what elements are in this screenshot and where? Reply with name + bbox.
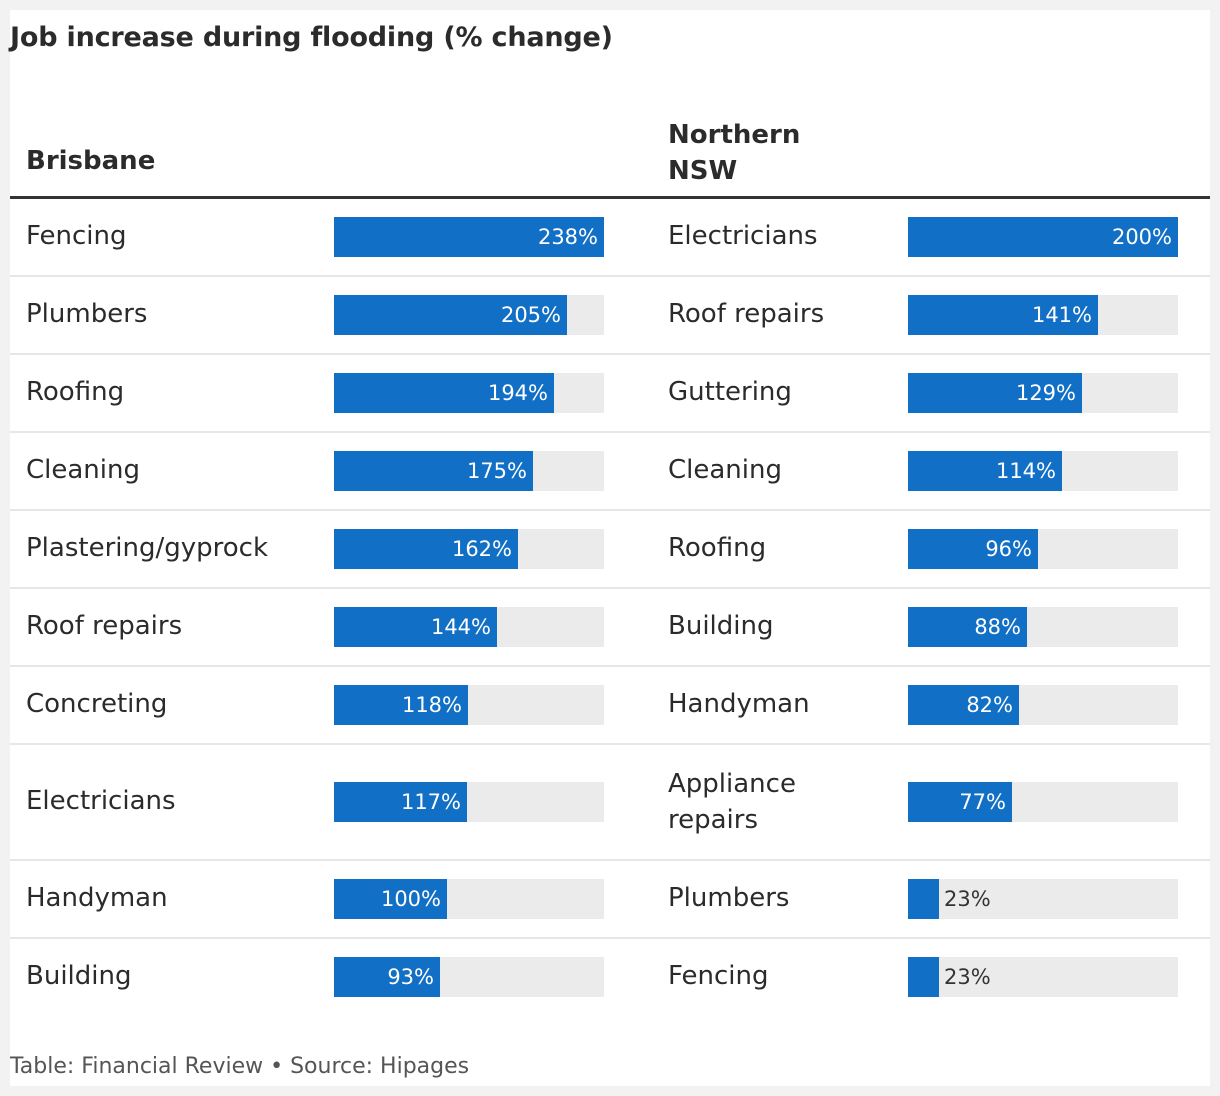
nsw-category-label: Fencing — [668, 961, 769, 991]
nsw-category-label: Roofing — [668, 533, 767, 563]
chart-card: Job increase during flooding (% change) … — [10, 10, 1210, 1086]
table-row: Plumbers 205% Roof repairs 141% — [10, 277, 1210, 355]
nsw-bar — [908, 782, 1012, 822]
brisbane-bar — [334, 782, 467, 822]
header-divider — [10, 196, 1210, 199]
nsw-bar — [908, 451, 1062, 491]
nsw-bar-value: 141% — [1031, 303, 1092, 327]
nsw-bar-track: 129% — [908, 373, 1178, 413]
chart-title: Job increase during flooding (% change) — [10, 22, 613, 53]
nsw-category-label: Building — [668, 611, 774, 641]
nsw-bar — [908, 879, 939, 919]
brisbane-bar-value: 175% — [466, 459, 527, 483]
brisbane-bar-track: 144% — [334, 607, 604, 647]
table-row: Roofing 194% Guttering 129% — [10, 355, 1210, 433]
column-header-brisbane: Brisbane — [26, 146, 156, 176]
brisbane-category-label: Roof repairs — [26, 611, 183, 641]
table-row: Cleaning 175% Cleaning 114% — [10, 433, 1210, 511]
brisbane-category-label: Plumbers — [26, 299, 148, 329]
nsw-bar-value: 114% — [995, 459, 1056, 483]
nsw-bar-value: 88% — [974, 615, 1021, 639]
nsw-category-label: Handyman — [668, 689, 810, 719]
nsw-bar-track: 77% — [908, 782, 1178, 822]
nsw-bar-track: 88% — [908, 607, 1178, 647]
table-row: Handyman 100% Plumbers 23% — [10, 861, 1210, 939]
column-header-northern-nsw: Northern NSW — [668, 120, 801, 186]
brisbane-bar-value: 117% — [400, 790, 461, 814]
brisbane-bar-value: 100% — [380, 887, 441, 911]
nsw-category-label: Appliance repairs — [668, 769, 796, 835]
table-row: Fencing 238% Electricians 200% — [10, 199, 1210, 277]
table-row: Building 93% Fencing 23% — [10, 939, 1210, 1015]
brisbane-category-label: Handyman — [26, 883, 168, 913]
brisbane-bar — [334, 373, 554, 413]
nsw-category-label: Plumbers — [668, 883, 790, 913]
brisbane-bar-track: 175% — [334, 451, 604, 491]
table-row: Plastering/gyprock 162% Roofing 96% — [10, 511, 1210, 589]
brisbane-bar-track: 100% — [334, 879, 604, 919]
nsw-bar-track: 114% — [908, 451, 1178, 491]
brisbane-bar-track: 205% — [334, 295, 604, 335]
brisbane-bar-track: 194% — [334, 373, 604, 413]
brisbane-bar-value: 93% — [387, 965, 434, 989]
brisbane-category-label: Concreting — [26, 689, 168, 719]
brisbane-bar — [334, 685, 468, 725]
brisbane-bar-value: 144% — [430, 615, 491, 639]
nsw-bar — [908, 295, 1098, 335]
nsw-category-label: Guttering — [668, 377, 792, 407]
source-note: Table: Financial Review • Source: Hipage… — [10, 1054, 470, 1079]
brisbane-bar — [334, 451, 533, 491]
brisbane-bar-value: 162% — [451, 537, 512, 561]
nsw-category-label: Roof repairs — [668, 299, 825, 329]
brisbane-bar-track: 238% — [334, 217, 604, 257]
brisbane-category-label: Plastering/gyprock — [26, 533, 268, 563]
nsw-bar-track: 23% — [908, 957, 1178, 997]
brisbane-category-label: Roofing — [26, 377, 125, 407]
nsw-category-label: Electricians — [668, 221, 818, 251]
brisbane-bar-value: 205% — [500, 303, 561, 327]
brisbane-bar-value: 238% — [537, 225, 598, 249]
nsw-bar-track: 141% — [908, 295, 1178, 335]
nsw-bar-value: 82% — [966, 693, 1013, 717]
nsw-category-label: Cleaning — [668, 455, 782, 485]
brisbane-bar — [334, 217, 604, 257]
nsw-bar — [908, 373, 1082, 413]
nsw-bar-value: 23% — [944, 887, 991, 911]
nsw-bar-track: 96% — [908, 529, 1178, 569]
brisbane-category-label: Building — [26, 961, 132, 991]
brisbane-bar — [334, 295, 567, 335]
nsw-bar-value: 96% — [985, 537, 1032, 561]
nsw-bar — [908, 607, 1027, 647]
nsw-bar — [908, 529, 1038, 569]
brisbane-bar — [334, 529, 518, 569]
nsw-bar — [908, 685, 1019, 725]
brisbane-category-label: Fencing — [26, 221, 127, 251]
nsw-bar — [908, 957, 939, 997]
brisbane-bar-track: 93% — [334, 957, 604, 997]
brisbane-bar — [334, 607, 497, 647]
nsw-bar-track: 82% — [908, 685, 1178, 725]
brisbane-bar-track: 117% — [334, 782, 604, 822]
brisbane-category-label: Electricians — [26, 786, 176, 816]
brisbane-category-label: Cleaning — [26, 455, 140, 485]
brisbane-bar-value: 194% — [487, 381, 548, 405]
table-row: Concreting 118% Handyman 82% — [10, 667, 1210, 745]
nsw-bar-track: 200% — [908, 217, 1178, 257]
nsw-bar — [908, 217, 1178, 257]
brisbane-bar-track: 162% — [334, 529, 604, 569]
table-row: Electricians 117% Appliance repairs 77% — [10, 745, 1210, 861]
nsw-bar-value: 200% — [1111, 225, 1172, 249]
brisbane-bar — [334, 957, 440, 997]
nsw-bar-value: 77% — [959, 790, 1006, 814]
nsw-bar-value: 23% — [944, 965, 991, 989]
table-row: Roof repairs 144% Building 88% — [10, 589, 1210, 667]
nsw-bar-track: 23% — [908, 879, 1178, 919]
nsw-bar-value: 129% — [1015, 381, 1076, 405]
brisbane-bar — [334, 879, 447, 919]
brisbane-bar-track: 118% — [334, 685, 604, 725]
brisbane-bar-value: 118% — [401, 693, 462, 717]
